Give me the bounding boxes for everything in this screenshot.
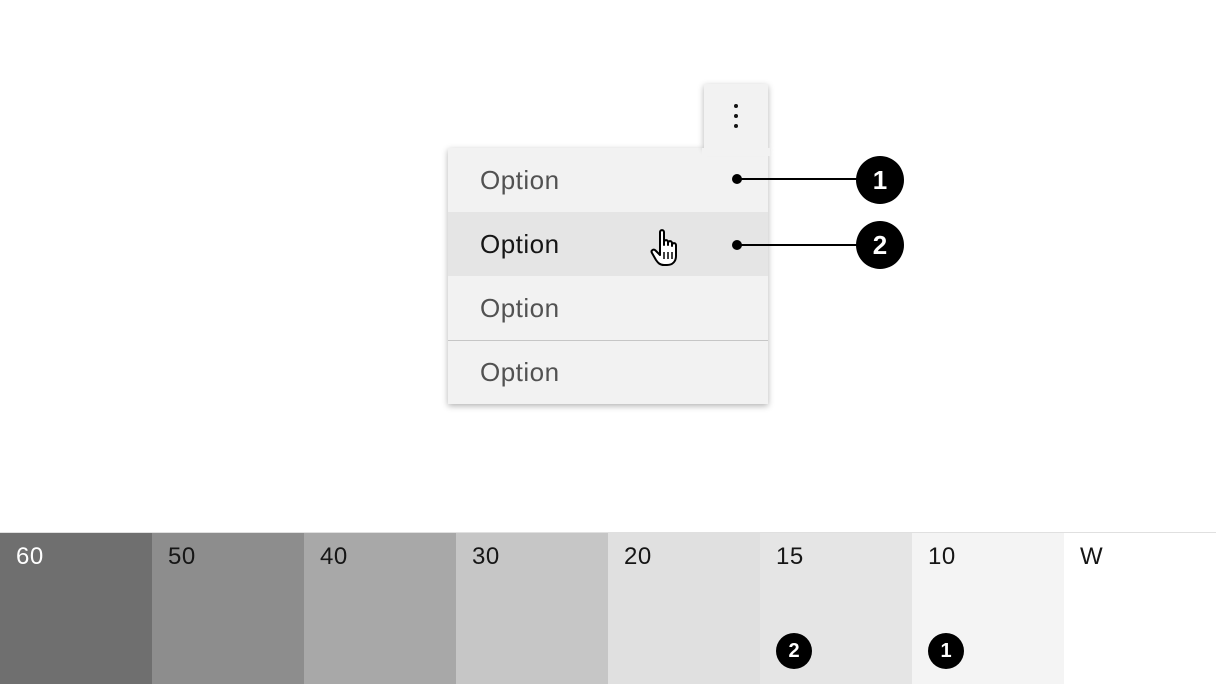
color-swatch: 60 [0, 533, 152, 684]
callout-2-line [737, 244, 861, 246]
swatch-label: 10 [928, 543, 956, 570]
menu-item-option-1[interactable]: Option [448, 148, 768, 212]
menu-item-label: Option [480, 228, 560, 259]
swatch-label: 40 [320, 543, 348, 570]
menu-item-label: Option [480, 292, 560, 323]
color-swatch: 20 [608, 533, 760, 684]
swatch-label: 20 [624, 543, 652, 570]
overflow-menu-list: Option Option Option Option [448, 148, 768, 404]
menu-item-option-2-hover[interactable]: Option [448, 212, 768, 276]
menu-item-label: Option [480, 164, 560, 195]
hand-pointer-icon [650, 229, 677, 266]
color-swatch: 10 1 [912, 533, 1064, 684]
overflow-menu-vertical-icon [734, 104, 738, 128]
color-swatch: 50 [152, 533, 304, 684]
callout-1-badge: 1 [856, 156, 904, 204]
callout-1-line [737, 178, 861, 180]
overflow-menu-button[interactable] [702, 84, 770, 156]
swatch-label: 30 [472, 543, 500, 570]
color-swatch: 15 2 [760, 533, 912, 684]
swatch-label: 15 [776, 543, 804, 570]
menu-item-option-4[interactable]: Option [448, 340, 768, 404]
swatch-label: 60 [16, 543, 44, 570]
menu-item-label: Option [480, 357, 560, 387]
color-swatch: 40 [304, 533, 456, 684]
swatch-label: W [1080, 543, 1104, 570]
color-swatch: 30 [456, 533, 608, 684]
swatch-callout-badge: 2 [776, 633, 812, 669]
swatch-label: 50 [168, 543, 196, 570]
gray-color-swatches: 60 50 40 30 20 15 2 10 1 W [0, 532, 1216, 684]
color-swatch: W [1064, 533, 1216, 684]
menu-item-option-3[interactable]: Option [448, 276, 768, 340]
callout-2-badge: 2 [856, 221, 904, 269]
swatch-callout-badge: 1 [928, 633, 964, 669]
